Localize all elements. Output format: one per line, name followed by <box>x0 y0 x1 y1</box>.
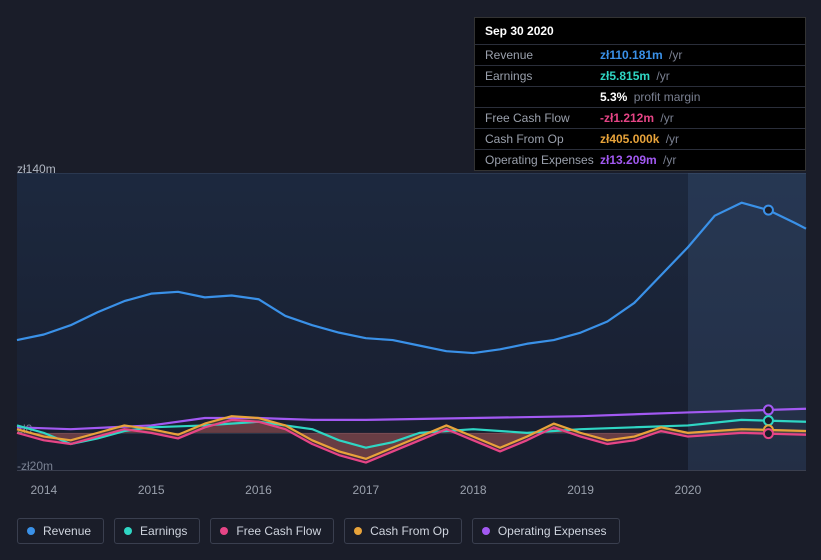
x-axis-label: 2017 <box>353 483 380 497</box>
legend-item-cfo[interactable]: Cash From Op <box>344 518 462 544</box>
tooltip-label: Operating Expenses <box>485 153 600 167</box>
tooltip-value: zł13.209m <box>600 153 657 167</box>
tooltip-row: Free Cash Flow-zł1.212m /yr <box>475 108 805 129</box>
tooltip-value: 5.3% <box>600 90 627 104</box>
legend-dot <box>27 527 35 535</box>
legend-item-opex[interactable]: Operating Expenses <box>472 518 620 544</box>
legend-dot <box>124 527 132 535</box>
gridline <box>17 470 806 471</box>
series-marker-fcf <box>764 429 773 438</box>
chart-lines <box>17 173 806 470</box>
legend-item-fcf[interactable]: Free Cash Flow <box>210 518 334 544</box>
legend-label: Earnings <box>140 524 187 538</box>
x-axis: 2014 2015 2016 2017 2018 2019 2020 <box>17 480 806 500</box>
x-axis-label: 2020 <box>675 483 702 497</box>
legend-item-revenue[interactable]: Revenue <box>17 518 104 544</box>
tooltip-row: Operating Expenseszł13.209m /yr <box>475 150 805 170</box>
chart-container: Sep 30 2020 Revenuezł110.181m /yrEarning… <box>0 0 821 560</box>
series-marker-earnings <box>764 416 773 425</box>
x-axis-label: 2014 <box>30 483 57 497</box>
x-axis-label: 2019 <box>567 483 594 497</box>
legend-label: Free Cash Flow <box>236 524 321 538</box>
tooltip-value: zł110.181m <box>600 48 663 62</box>
legend-dot <box>220 527 228 535</box>
tooltip-label: Revenue <box>485 48 600 62</box>
tooltip-row: Cash From Opzł405.000k /yr <box>475 129 805 150</box>
tooltip-unit: /yr <box>660 153 677 167</box>
tooltip-label: Free Cash Flow <box>485 111 600 125</box>
tooltip-unit: /yr <box>657 111 674 125</box>
tooltip-value: zł5.815m <box>600 69 650 83</box>
tooltip-unit: profit margin <box>630 90 700 104</box>
tooltip-label: Cash From Op <box>485 132 600 146</box>
series-marker-revenue <box>764 206 773 215</box>
legend-dot <box>354 527 362 535</box>
tooltip-date: Sep 30 2020 <box>475 18 805 45</box>
tooltip-label: Earnings <box>485 69 600 83</box>
x-axis-label: 2015 <box>138 483 165 497</box>
series-marker-opex <box>764 405 773 414</box>
legend-label: Revenue <box>43 524 91 538</box>
tooltip-label <box>485 90 600 104</box>
tooltip-unit: /yr <box>653 69 670 83</box>
tooltip-row: Earningszł5.815m /yr <box>475 66 805 87</box>
legend-item-earnings[interactable]: Earnings <box>114 518 200 544</box>
x-axis-label: 2016 <box>245 483 272 497</box>
tooltip-row: 5.3% profit margin <box>475 87 805 108</box>
tooltip-value: zł405.000k <box>600 132 659 146</box>
legend-label: Operating Expenses <box>498 524 607 538</box>
data-tooltip: Sep 30 2020 Revenuezł110.181m /yrEarning… <box>474 17 806 171</box>
tooltip-unit: /yr <box>666 48 683 62</box>
legend-label: Cash From Op <box>370 524 449 538</box>
legend-dot <box>482 527 490 535</box>
tooltip-unit: /yr <box>662 132 679 146</box>
legend: Revenue Earnings Free Cash Flow Cash From O… <box>17 518 620 544</box>
tooltip-value: -zł1.212m <box>600 111 654 125</box>
series-line-revenue <box>17 203 806 353</box>
x-axis-label: 2018 <box>460 483 487 497</box>
tooltip-row: Revenuezł110.181m /yr <box>475 45 805 66</box>
